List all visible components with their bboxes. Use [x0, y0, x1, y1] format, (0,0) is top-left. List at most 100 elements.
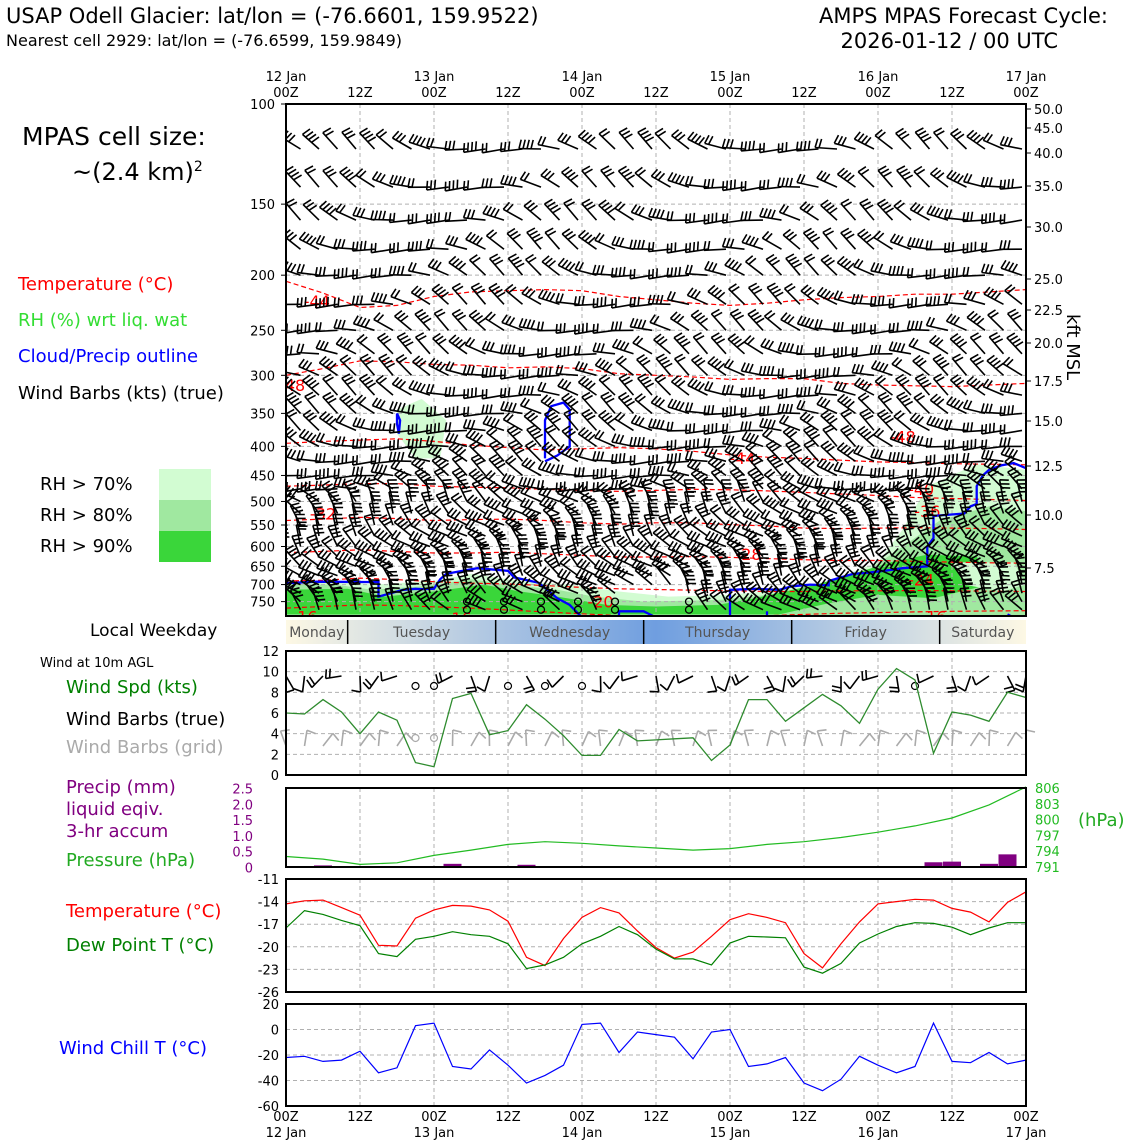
pressure-label: Pressure (hPa): [66, 850, 196, 871]
top-time-tick: 12Z: [939, 86, 965, 101]
upper-wind-barb: [573, 467, 597, 478]
cell-size-label: MPAS cell size:: [22, 122, 206, 151]
upper-wind-barb: [296, 468, 320, 480]
upper-wind-barb: [592, 467, 616, 480]
y-tick-label: 0: [271, 1024, 279, 1039]
upper-wind-barb: [745, 581, 764, 603]
upper-wind-barb: [909, 412, 930, 432]
upper-wind-barb: [636, 354, 653, 376]
kft-tick-label: 45.0: [1034, 122, 1063, 137]
upper-wind-barb: [793, 553, 805, 576]
upper-wind-barb: [857, 166, 875, 188]
upper-wind-barb: [521, 286, 542, 305]
upper-wind-barb: [673, 353, 690, 376]
upper-wind-barb: [517, 543, 530, 567]
upper-wind-barb: [448, 255, 468, 276]
upper-wind-barb: [833, 290, 856, 306]
upper-wind-barb: [1004, 504, 1023, 526]
legend-rh80: RH > 80%: [40, 505, 133, 526]
upper-wind-barb: [690, 309, 709, 331]
upper-wind-barb: [612, 559, 634, 577]
upper-wind-barb: [740, 140, 764, 152]
sounding-ticks: 100 150 200 250 300 350 400 450 500 550 600 650 700 7…: [250, 98, 1063, 611]
upper-wind-barb: [702, 479, 714, 502]
upper-wind-barb: [574, 322, 597, 335]
surface-wind-barb: [946, 675, 958, 693]
upper-wind-barb: [982, 132, 1004, 150]
upper-wind-barb: [580, 492, 598, 515]
upper-wind-barb: [519, 397, 542, 415]
y-tick-label: 4: [271, 728, 279, 743]
pressure-unit: (hPa): [1078, 810, 1125, 831]
upper-wind-barb: [462, 180, 486, 191]
upper-wind-barb: [983, 286, 1004, 306]
upper-wind-barb: [728, 283, 746, 305]
upper-wind-barb: [371, 540, 394, 558]
calm-wind-circle: [577, 681, 587, 691]
top-time-tick: 00Z: [569, 86, 595, 101]
temp-series-label: Temperature (°C): [66, 901, 222, 922]
upper-wind-barb: [424, 562, 437, 585]
calm-wind-circle: [684, 605, 694, 614]
upper-wind-barb: [298, 358, 320, 377]
upper-wind-barb: [319, 200, 338, 221]
upper-wind-barb: [855, 493, 875, 515]
upper-wind-barb: [540, 394, 560, 415]
pressure-tick-label: 800: [1035, 814, 1060, 829]
upper-wind-barb: [267, 229, 282, 250]
upper-wind-barb: [543, 408, 562, 431]
upper-wind-barb: [335, 203, 357, 221]
upper-wind-barb: [339, 166, 357, 188]
upper-wind-barb: [260, 347, 282, 358]
upper-wind-barb: [521, 506, 542, 526]
upper-wind-barb: [315, 339, 338, 355]
bottom-time-tick: 00Z: [273, 1110, 299, 1125]
upper-wind-barb: [286, 570, 301, 586]
upper-wind-barb: [961, 491, 973, 514]
upper-wind-barb: [822, 424, 838, 447]
upper-wind-barb: [518, 368, 542, 380]
upper-wind-barb: [758, 365, 782, 377]
surface-wind-barb: [1014, 675, 1027, 693]
upper-wind-barb: [779, 496, 801, 515]
upper-wind-barb: [650, 395, 671, 415]
upper-wind-barb: [742, 508, 764, 526]
temp-frame: [285, 878, 1027, 993]
grid-wind-barb: [470, 731, 487, 747]
upper-wind-barb: [518, 318, 542, 332]
upper-wind-barb: [631, 558, 653, 577]
pressure-tick-label: 500: [250, 495, 275, 510]
upper-wind-barb: [652, 526, 671, 548]
upper-wind-barb: [322, 127, 339, 150]
upper-wind-barb: [537, 381, 560, 396]
upper-wind-barb: [987, 309, 1005, 331]
bottom-time-tick: 00Z: [1013, 1110, 1039, 1125]
upper-wind-barb: [686, 530, 708, 548]
upper-wind-barb: [634, 166, 653, 188]
upper-wind-barb: [908, 337, 930, 355]
upper-wind-barb: [311, 587, 326, 610]
upper-wind-barb: [341, 373, 357, 396]
upper-wind-barb: [488, 454, 506, 477]
upper-wind-barb: [637, 373, 655, 396]
upper-wind-barb: [704, 446, 727, 463]
upper-wind-barb: [690, 468, 709, 490]
surface-wind-barb: [956, 675, 972, 692]
upper-wind-barb: [391, 130, 412, 150]
upper-wind-barb: [557, 443, 579, 463]
upper-wind-barb: [333, 477, 357, 490]
upper-wind-barb: [327, 490, 343, 514]
upper-wind-barb: [979, 479, 991, 502]
upper-wind-barb: [782, 573, 801, 594]
upper-wind-barb: [466, 582, 486, 603]
upper-wind-barb: [709, 504, 727, 526]
upper-wind-barb: [874, 129, 893, 150]
kft-tick-label: 7.5: [1034, 562, 1055, 577]
upper-wind-barb: [666, 439, 690, 451]
surface-wind-barb: [831, 676, 842, 693]
upper-wind-barb: [410, 456, 431, 477]
upper-wind-barb: [507, 439, 525, 462]
upper-wind-barb: [629, 476, 653, 490]
upper-wind-barb: [502, 574, 523, 594]
upper-wind-barb: [405, 579, 417, 602]
